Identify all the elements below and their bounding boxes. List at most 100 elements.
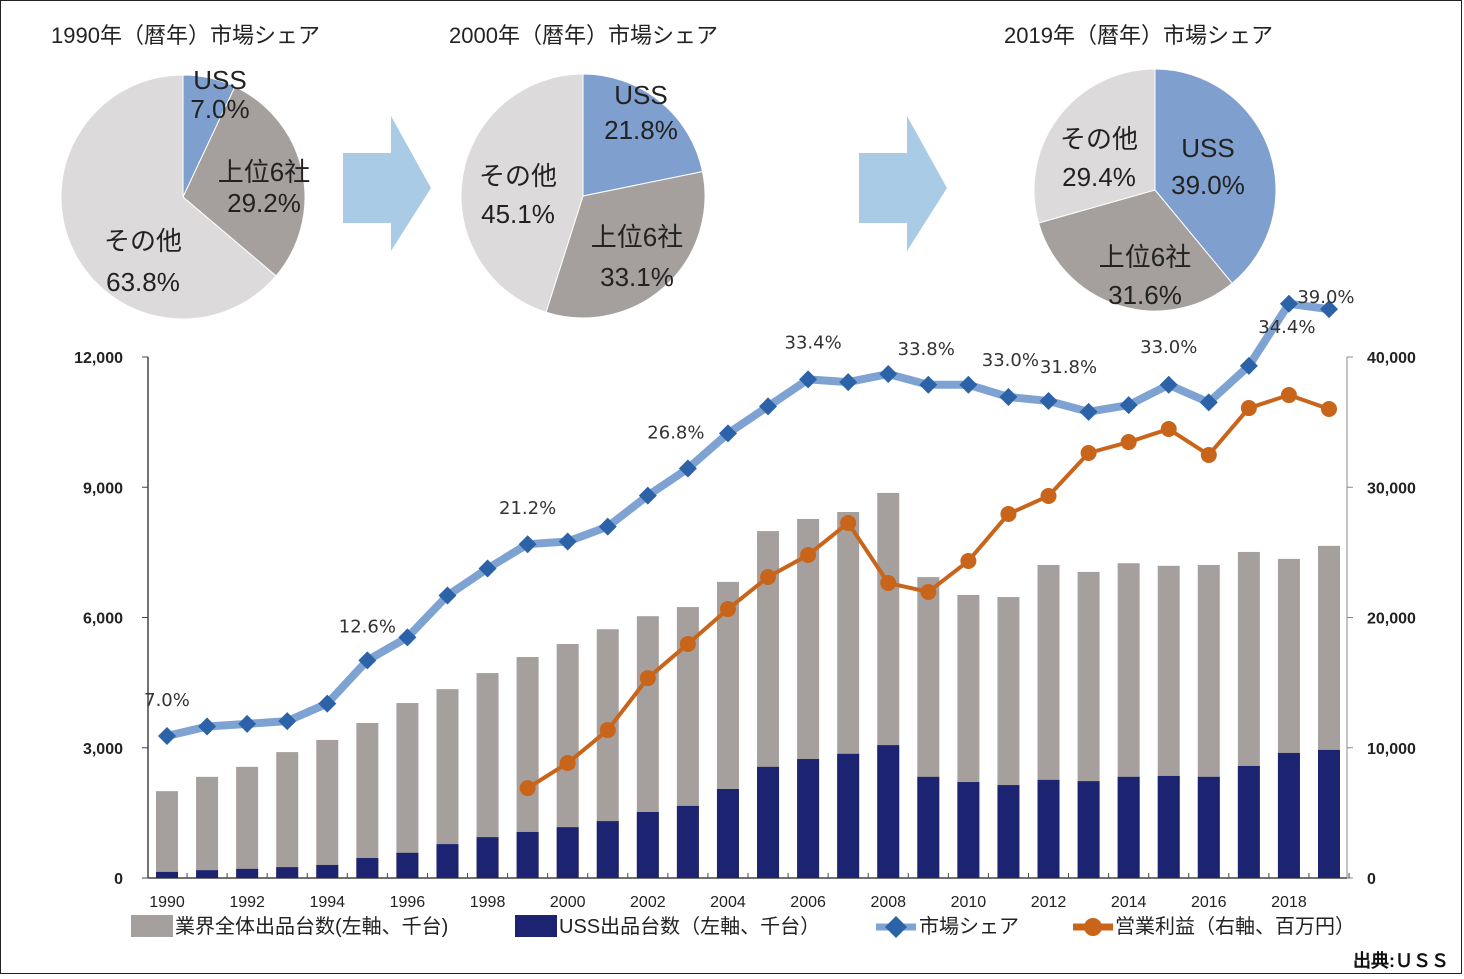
uss-bar	[516, 831, 539, 878]
profit-point	[719, 601, 736, 618]
profit-point	[1000, 505, 1017, 522]
pie-slice	[460, 73, 584, 313]
left-tick-label: 9,000	[83, 480, 123, 497]
share-point	[238, 714, 257, 733]
market-share-labels: 7.0%12.6%21.2%26.8%33.4% 33.8%33.0% 31.8%3…	[144, 287, 1354, 711]
profit-point	[1200, 446, 1217, 463]
pie-slice-value: 21.8%	[604, 115, 678, 145]
uss-bar	[877, 745, 900, 878]
pie-slice-label: USS	[614, 80, 667, 110]
x-tick-label: 2012	[1031, 894, 1067, 911]
profit-point	[760, 568, 777, 585]
share-point	[999, 387, 1018, 406]
right-axis-ticks: 0 10,000 20,000 30,000 40,000	[1347, 350, 1416, 888]
industry-bar	[436, 689, 459, 878]
industry-bar	[236, 766, 259, 878]
uss-bar	[596, 821, 619, 878]
profit-point	[1240, 400, 1257, 417]
operating-profit-series	[519, 387, 1337, 797]
share-point	[1199, 393, 1218, 412]
uss-bar	[196, 870, 219, 878]
share-point	[678, 459, 697, 478]
profit-point	[1080, 444, 1097, 461]
right-tick-label: 10,000	[1367, 741, 1416, 758]
share-point	[1159, 375, 1178, 394]
share-point	[1239, 356, 1258, 375]
share-point	[398, 628, 417, 647]
share-point	[158, 727, 176, 745]
pie-slice-value: 31.6%	[1108, 280, 1182, 310]
share-data-label: 26.8%	[647, 423, 704, 444]
industry-bar	[316, 739, 339, 878]
pie-slice-label: 上位6社	[218, 157, 310, 187]
profit-point	[1120, 434, 1137, 451]
x-tick-label: 2008	[870, 894, 906, 911]
profit-point	[679, 635, 696, 652]
x-tick-label: 2000	[550, 894, 586, 911]
uss-bar	[917, 776, 940, 878]
share-point	[1320, 300, 1338, 319]
combo-chart: 0 3,000 6,000 9,000 12,000 0 10,000 20,000 30,0…	[74, 287, 1416, 911]
x-tick-label: 1998	[470, 894, 506, 911]
legend: 業界全体出品台数(左軸、千台) USS出品台数（左軸、千台） 市場シェア 営業利…	[131, 915, 1355, 938]
pie-1: USS 21.8% 上位6社 33.1% その他 45.1%	[460, 73, 706, 319]
legend-diamond-icon	[885, 916, 907, 938]
x-tick-label: 2006	[790, 894, 826, 911]
pie-slice-label: 上位6社	[591, 222, 683, 252]
x-tick-label: 1994	[309, 894, 345, 911]
uss-bar	[236, 868, 259, 878]
uss-bars	[156, 745, 1340, 878]
pie-slice-label: USS	[1181, 133, 1234, 163]
profit-point	[960, 552, 977, 569]
uss-bar	[797, 759, 820, 878]
uss-bar	[676, 805, 699, 878]
left-tick-label: 12,000	[74, 350, 123, 367]
uss-bar	[997, 785, 1020, 878]
pie-title-2000: 2000年（暦年）市場シェア	[449, 23, 718, 48]
pie-slice	[60, 74, 277, 320]
right-tick-label: 30,000	[1367, 480, 1416, 497]
share-point	[1119, 396, 1138, 415]
profit-point	[880, 574, 897, 591]
uss-bar	[1318, 749, 1340, 878]
uss-bar	[1077, 781, 1100, 878]
arrow-right-icon	[859, 116, 947, 251]
x-tick-label: 2010	[951, 894, 987, 911]
share-data-label: 33.0%	[1140, 337, 1197, 358]
x-axis-ticks: 1990 1992 1994 1996 1998 2000 2002 2004 2006 2008…	[149, 873, 1350, 911]
pie-slice-value: 29.2%	[227, 188, 301, 218]
pie-slice-value: 63.8%	[106, 267, 180, 297]
share-point	[879, 365, 898, 383]
share-point	[759, 397, 778, 416]
industry-bar	[196, 776, 219, 878]
share-point	[959, 375, 978, 394]
profit-point	[639, 670, 656, 687]
legend-label-uss: USS出品台数（左軸、千台）	[559, 915, 820, 938]
uss-bar	[1237, 765, 1260, 878]
uss-bar	[556, 827, 579, 878]
share-point	[1279, 294, 1298, 313]
uss-bar	[1197, 776, 1220, 878]
profit-point	[840, 514, 857, 531]
pie-2: USS 39.0% 上位6社 31.6% その他 29.4%	[1033, 68, 1277, 312]
uss-bar	[436, 844, 459, 878]
share-point	[919, 375, 938, 394]
share-point	[198, 717, 217, 736]
right-tick-label: 20,000	[1367, 611, 1416, 628]
share-point	[318, 694, 337, 713]
uss-bar	[396, 852, 419, 878]
legend-label-share: 市場シェア	[919, 915, 1019, 938]
source-note: 出典:ＵＳＳ	[1353, 950, 1449, 971]
share-data-label: 12.6%	[339, 616, 396, 637]
share-point	[478, 559, 497, 578]
left-tick-label: 6,000	[83, 611, 123, 628]
share-data-label: 21.2%	[499, 498, 556, 519]
uss-bar	[1117, 776, 1140, 878]
profit-point	[559, 754, 576, 771]
share-data-label: 33.8%	[898, 339, 955, 360]
share-point	[598, 517, 617, 536]
industry-bar	[396, 703, 419, 878]
pie-title-2019: 2019年（暦年）市場シェア	[1004, 23, 1273, 48]
